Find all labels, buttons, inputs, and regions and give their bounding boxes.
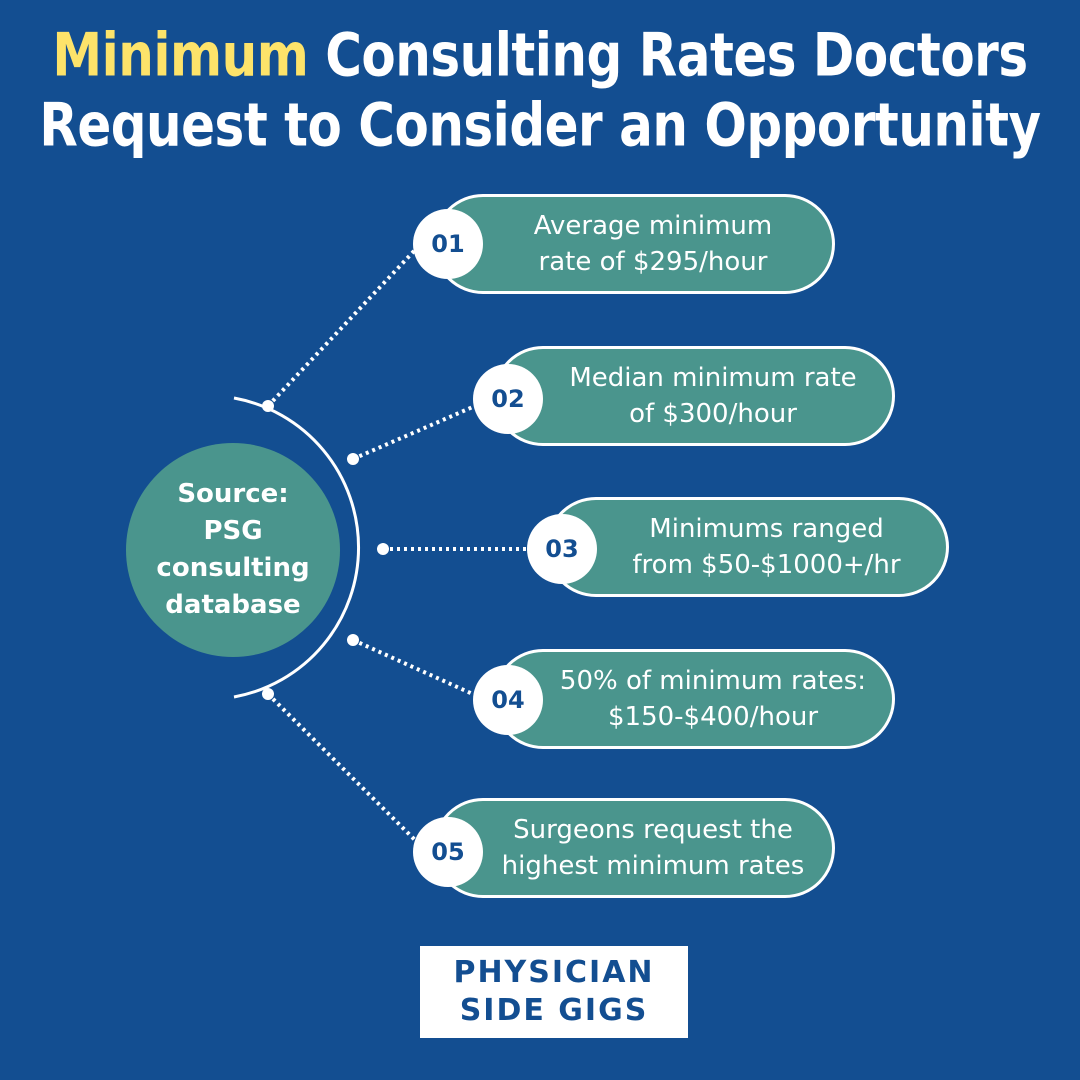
hub-dot-05: [262, 688, 274, 700]
item-pill-02: Median minimum rate of $300/hour: [493, 346, 895, 446]
hub-arc: [233, 396, 361, 699]
item-pill-04: 50% of minimum rates: $150-$400/hour: [493, 649, 895, 749]
hub-dot-04: [347, 634, 359, 646]
connector-04: [352, 638, 476, 697]
source-line: consulting: [156, 553, 310, 583]
source-line: database: [165, 590, 301, 620]
hub-dots: [262, 400, 389, 700]
item-pill-01: Average minimum rate of $295/hour: [433, 194, 835, 294]
title-highlight: Minimum: [52, 20, 309, 90]
hub-dot-01: [262, 400, 274, 412]
logo-line-2: SIDE GIGS: [459, 993, 649, 1028]
item-number-03: 03: [527, 514, 597, 584]
item-text-line: from $50-$1000+/hr: [632, 550, 901, 580]
source-line: PSG: [203, 516, 263, 546]
item-text-line: $150-$400/hour: [607, 702, 819, 732]
item-pill-05: Surgeons request the highest minimum rat…: [433, 798, 835, 898]
item-pill-03: Minimums ranged from $50-$1000+/hr: [546, 497, 949, 597]
title-line-1-rest: Consulting Rates Doctors: [308, 20, 1028, 90]
source-circle: Source: PSG consulting database: [126, 443, 340, 657]
item-number-05: 05: [413, 817, 483, 887]
page-title-line-2: Request to Consider an Opportunity: [39, 90, 1041, 160]
hub-dot-02: [347, 453, 359, 465]
item-text-line: of $300/hour: [629, 399, 797, 429]
item-text-line: Minimums ranged: [649, 514, 884, 544]
brand-logo: PHYSICIAN SIDE GIGS: [420, 946, 688, 1038]
source-line: Source:: [177, 479, 289, 509]
connector-05: [266, 692, 417, 842]
item-text-line: highest minimum rates: [501, 851, 805, 881]
item-text-line: 50% of minimum rates:: [559, 666, 867, 696]
item-number-01: 01: [413, 209, 483, 279]
item-text-line: Median minimum rate: [569, 363, 857, 393]
item-text-line: rate of $295/hour: [538, 247, 768, 277]
hub-dot-03: [377, 543, 389, 555]
page-title-line-1: Minimum Consulting Rates Doctors: [0, 18, 1080, 92]
item-text-line: Surgeons request the: [513, 815, 793, 845]
connector-01: [266, 248, 417, 408]
connector-02: [352, 404, 476, 461]
item-text-line: Average minimum: [533, 211, 773, 241]
item-number-02: 02: [473, 364, 543, 434]
dotted-connectors: [266, 248, 528, 842]
logo-line-1: PHYSICIAN: [453, 955, 655, 990]
item-number-04: 04: [473, 665, 543, 735]
